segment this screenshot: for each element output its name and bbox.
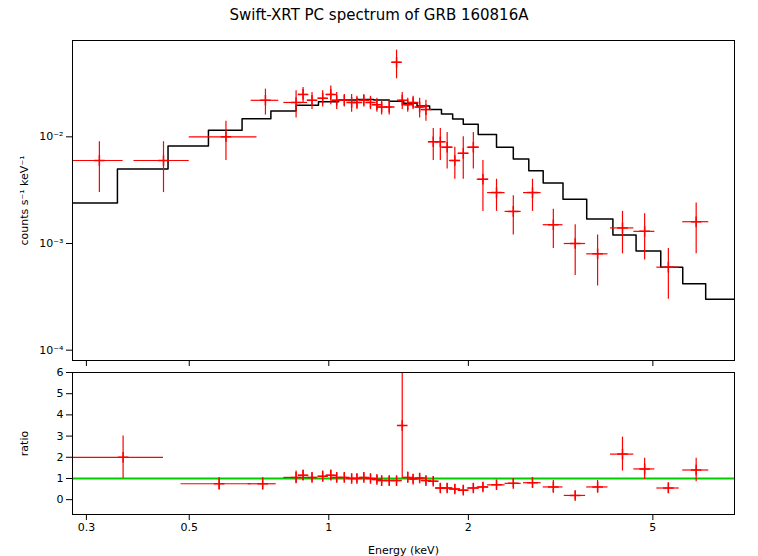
svg-text:5: 5 bbox=[57, 387, 64, 400]
html-text:Swift-XRT PC spectrum of GRB 1: Swift-XRT PC spectrum of GRB 160816A bbox=[229, 6, 529, 24]
svg-text:Energy (keV): Energy (keV) bbox=[368, 544, 439, 556]
svg-text:counts s⁻¹ keV⁻¹: counts s⁻¹ keV⁻¹ bbox=[18, 155, 31, 245]
svg-text:10⁻³: 10⁻³ bbox=[39, 237, 63, 250]
svg-text:10⁻²: 10⁻² bbox=[39, 130, 63, 143]
svg-text:4: 4 bbox=[57, 408, 64, 421]
svg-text:0.5: 0.5 bbox=[180, 521, 198, 534]
svg-text:0: 0 bbox=[57, 493, 64, 506]
svg-text:5: 5 bbox=[649, 521, 656, 534]
svg-text:6: 6 bbox=[57, 366, 64, 379]
svg-text:ratio: ratio bbox=[18, 431, 31, 457]
svg-text:10⁻⁴: 10⁻⁴ bbox=[39, 344, 64, 357]
svg-text:1: 1 bbox=[57, 472, 64, 485]
svg-text:0.3: 0.3 bbox=[78, 521, 96, 534]
svg-text:2: 2 bbox=[57, 451, 64, 464]
svg-text:2: 2 bbox=[465, 521, 472, 534]
svg-text:3: 3 bbox=[57, 430, 64, 443]
svg-text:1: 1 bbox=[325, 521, 332, 534]
